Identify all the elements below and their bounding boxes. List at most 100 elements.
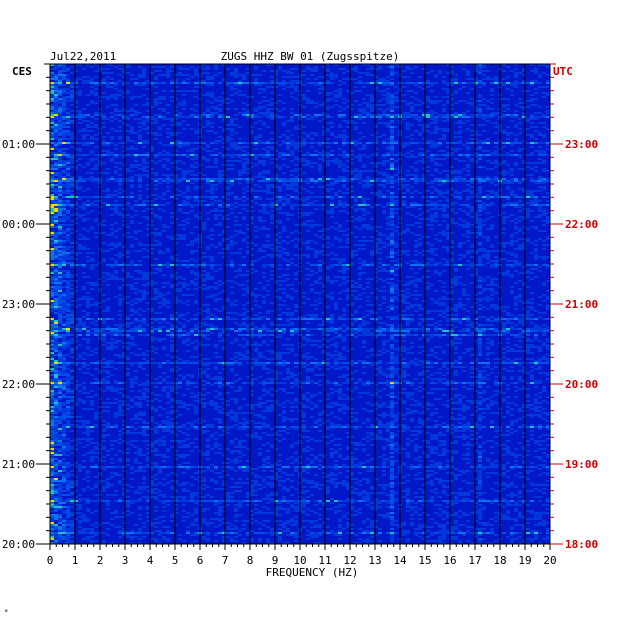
- heatmap-cell: [478, 66, 482, 68]
- heatmap-cell: [458, 160, 462, 162]
- heatmap-cell: [450, 188, 454, 190]
- heatmap-cell: [74, 196, 78, 198]
- heatmap-cell: [54, 100, 58, 102]
- heatmap-cell: [218, 174, 222, 176]
- heatmap-cell: [490, 204, 494, 206]
- heatmap-cell: [54, 146, 58, 148]
- heatmap-cell: [54, 278, 58, 280]
- heatmap-cell: [206, 110, 210, 112]
- heatmap-cell: [182, 264, 186, 266]
- heatmap-cell: [538, 122, 542, 124]
- heatmap-cell: [454, 122, 458, 124]
- heatmap-cell: [486, 150, 490, 152]
- heatmap-cell: [470, 138, 474, 140]
- heatmap-cell: [450, 194, 454, 196]
- heatmap-cell: [462, 264, 466, 266]
- heatmap-cell: [370, 236, 374, 238]
- heatmap-cell: [514, 138, 518, 140]
- heatmap-cell: [322, 284, 326, 286]
- heatmap-cell: [450, 114, 454, 116]
- heatmap-cell: [114, 104, 118, 106]
- heatmap-cell: [250, 132, 254, 134]
- heatmap-cell: [54, 162, 58, 164]
- heatmap-cell: [406, 152, 410, 154]
- heatmap-cell: [494, 284, 498, 286]
- heatmap-cell: [158, 244, 162, 246]
- heatmap-cell: [194, 96, 198, 98]
- heatmap-cell: [50, 202, 54, 204]
- heatmap-cell: [334, 142, 338, 144]
- heatmap-cell: [494, 250, 498, 252]
- heatmap-cell: [378, 194, 382, 196]
- heatmap-cell: [254, 82, 258, 84]
- heatmap-cell: [222, 114, 226, 116]
- heatmap-cell: [134, 166, 138, 168]
- heatmap-cell: [454, 280, 458, 282]
- heatmap-cell: [430, 208, 434, 210]
- heatmap-cell: [414, 82, 418, 84]
- heatmap-cell: [102, 68, 106, 70]
- heatmap-cell: [238, 138, 242, 140]
- heatmap-cell: [470, 266, 474, 268]
- heatmap-cell: [78, 264, 82, 266]
- heatmap-cell: [58, 148, 62, 150]
- heatmap-cell: [302, 98, 306, 100]
- heatmap-cell: [66, 240, 70, 242]
- heatmap-cell: [454, 190, 458, 192]
- heatmap-cell: [322, 154, 326, 156]
- heatmap-cell: [486, 196, 490, 198]
- heatmap-cell: [266, 156, 270, 158]
- heatmap-cell: [270, 82, 274, 84]
- heatmap-cell: [410, 280, 414, 282]
- heatmap-cell: [410, 260, 414, 262]
- heatmap-cell: [414, 272, 418, 274]
- heatmap-cell: [414, 280, 418, 282]
- heatmap-cell: [214, 64, 218, 66]
- heatmap-cell: [462, 116, 466, 118]
- heatmap-cell: [478, 72, 482, 74]
- heatmap-cell: [118, 196, 122, 198]
- heatmap-cell: [142, 82, 146, 84]
- heatmap-cell: [62, 254, 66, 256]
- heatmap-cell: [534, 68, 538, 70]
- heatmap-cell: [426, 224, 430, 226]
- heatmap-cell: [510, 274, 514, 276]
- heatmap-cell: [62, 190, 66, 192]
- heatmap-cell: [114, 82, 118, 84]
- heatmap-cell: [118, 114, 122, 116]
- heatmap-cell: [286, 180, 290, 182]
- heatmap-cell: [458, 196, 462, 198]
- heatmap-cell: [510, 178, 514, 180]
- heatmap-cell: [506, 204, 510, 206]
- heatmap-cell: [234, 144, 238, 146]
- heatmap-cell: [522, 204, 526, 206]
- heatmap-cell: [318, 152, 322, 154]
- heatmap-cell: [66, 274, 70, 276]
- heatmap-cell: [474, 130, 478, 132]
- heatmap-cell: [54, 86, 58, 88]
- heatmap-cell: [470, 190, 474, 192]
- heatmap-cell: [326, 92, 330, 94]
- heatmap-cell: [102, 136, 106, 138]
- heatmap-cell: [54, 188, 58, 190]
- heatmap-cell: [58, 138, 62, 140]
- heatmap-cell: [70, 276, 74, 278]
- heatmap-cell: [358, 174, 362, 176]
- heatmap-cell: [346, 142, 350, 144]
- heatmap-cell: [270, 138, 274, 140]
- heatmap-cell: [162, 166, 166, 168]
- heatmap-cell: [266, 152, 270, 154]
- heatmap-cell: [70, 176, 74, 178]
- heatmap-cell: [94, 112, 98, 114]
- heatmap-cell: [458, 208, 462, 210]
- heatmap-cell: [50, 110, 54, 112]
- heatmap-cell: [486, 228, 490, 230]
- heatmap-cell: [66, 248, 70, 250]
- heatmap-cell: [522, 238, 526, 240]
- heatmap-cell: [114, 204, 118, 206]
- heatmap-cell: [466, 240, 470, 242]
- heatmap-cell: [374, 276, 378, 278]
- heatmap-cell: [214, 142, 218, 144]
- heatmap-cell: [254, 196, 258, 198]
- heatmap-cell: [310, 264, 314, 266]
